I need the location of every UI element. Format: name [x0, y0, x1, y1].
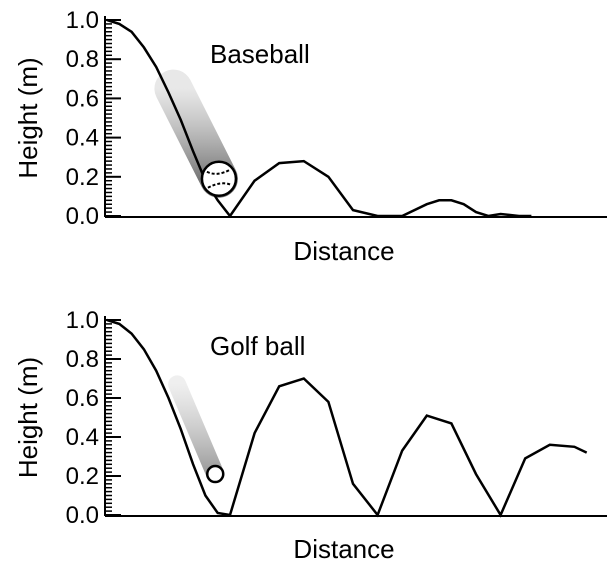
- motion-trail-band: [168, 375, 225, 484]
- y-tick-label: 0.0: [66, 203, 99, 230]
- x-axis-label-baseball: Distance: [293, 236, 394, 266]
- baseball-icon: [200, 160, 238, 198]
- y-tick-label: 1.0: [66, 307, 99, 334]
- y-tick-label: 0.2: [66, 463, 99, 490]
- x-axis-label-golf-ball: Distance: [293, 534, 394, 564]
- motion-trail-golf-ball: [168, 375, 225, 484]
- y-axis-label-baseball: Height (m): [13, 57, 43, 178]
- golf-ball-panel: 0.0 0.2 0.4 0.6 0.8 1.0 Golf ball Distance He…: [13, 307, 607, 564]
- y-axis-label-golf-ball: Height (m): [13, 357, 43, 478]
- chart-title-golf-ball: Golf ball: [210, 331, 305, 361]
- y-axis-golf-ball: 0.0 0.2 0.4 0.6 0.8 1.0: [66, 307, 121, 529]
- ball-outline: [200, 160, 238, 198]
- y-tick-label: 0.8: [66, 346, 99, 373]
- y-tick-label: 0.8: [66, 46, 99, 73]
- y-tick-label: 0.2: [66, 164, 99, 191]
- y-tick-label: 0.4: [66, 424, 99, 451]
- y-tick-label: 0.0: [66, 502, 99, 529]
- baseball-seam: [207, 182, 232, 189]
- y-tick-label: 1.0: [66, 7, 99, 34]
- y-tick-label: 0.6: [66, 85, 99, 112]
- golf-ball-icon: [205, 464, 225, 484]
- trajectory-line-baseball: [106, 18, 532, 219]
- y-axis-baseball: 0.0 0.2 0.4 0.6 0.8 1.0: [66, 7, 121, 230]
- ball-outline: [205, 464, 225, 484]
- chart-title-baseball: Baseball: [210, 39, 310, 69]
- baseball-panel: 0.0 0.2 0.4 0.6 0.8 1.0 Baseball Distance Hei…: [13, 7, 607, 266]
- y-tick-label: 0.4: [66, 125, 99, 152]
- trajectory-line-golf-ball: [106, 318, 588, 518]
- y-tick-label: 0.6: [66, 385, 99, 412]
- baseball-seam: [206, 168, 231, 175]
